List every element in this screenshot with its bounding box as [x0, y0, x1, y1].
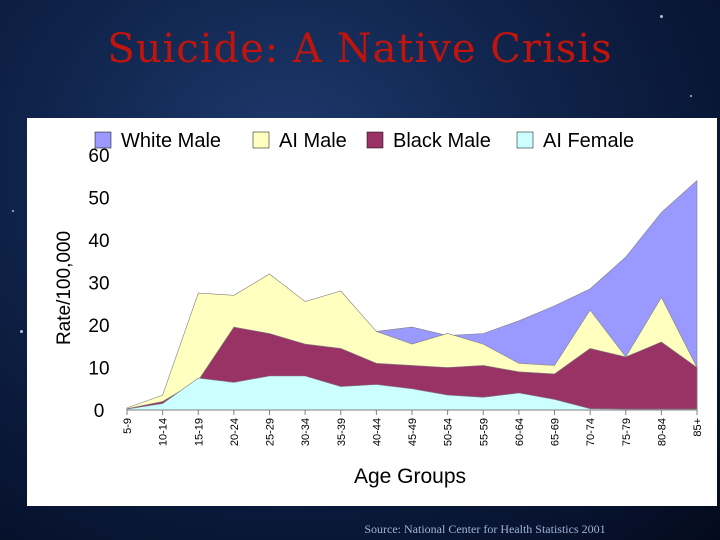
legend-label: AI Male	[279, 130, 347, 152]
x-tick-label: 25-29	[265, 418, 277, 446]
star	[20, 330, 23, 333]
y-tick-label: 20	[88, 316, 109, 337]
x-tick-labels: 5-9 10-14 15-19 20-24 25-29 30-34 35-39 40-44 45…	[122, 410, 704, 446]
x-tick-label: 60-64	[514, 418, 526, 446]
x-tick-label: 65-69	[550, 418, 562, 446]
x-tick-label: 85+	[692, 418, 704, 437]
x-tick-label: 20-24	[229, 418, 241, 446]
x-tick-label: 35-39	[336, 418, 348, 446]
series-areas	[126, 179, 698, 411]
x-tick-label: 75-79	[621, 418, 633, 446]
legend: White Male AI Male Black Male AI Female	[94, 130, 634, 152]
y-axis-label: Rate/100,000	[54, 231, 75, 345]
y-tick-label: 60	[88, 146, 109, 167]
slide-title: Suicide: A Native Crisis	[107, 26, 613, 72]
y-tick-label: 40	[88, 231, 109, 252]
star	[12, 210, 14, 212]
x-tick-label: 55-59	[478, 418, 490, 446]
star	[660, 15, 663, 18]
x-tick-label: 50-54	[443, 418, 455, 446]
legend-swatch	[516, 131, 534, 149]
x-axis-label: Age Groups	[354, 465, 466, 488]
x-tick-label: 30-34	[300, 418, 312, 446]
chart-panel: 0 10 20 30 40 50 60 5-9 10-14 15-19 20-24 25-29 30-…	[27, 118, 717, 506]
x-tick-label: 15-19	[193, 418, 205, 446]
legend-swatch	[252, 131, 270, 149]
y-tick-label: 0	[94, 401, 105, 422]
y-tick-label: 30	[88, 274, 109, 295]
area-chart: 0 10 20 30 40 50 60 5-9 10-14 15-19 20-24 25-29 30-…	[54, 130, 704, 488]
legend-label: Black Male	[393, 130, 491, 152]
y-tick-label: 50	[88, 189, 109, 210]
x-tick-label: 45-49	[407, 418, 419, 446]
area-ai-female	[126, 375, 698, 411]
x-tick-label: 70-74	[585, 418, 597, 446]
y-tick-label: 10	[88, 359, 109, 380]
legend-swatch	[94, 131, 112, 149]
x-tick-label: 10-14	[158, 418, 170, 446]
x-tick-label: 40-44	[371, 418, 383, 446]
x-tick-label: 5-9	[122, 418, 134, 434]
legend-swatch	[366, 131, 384, 149]
x-tick-label: 80-84	[656, 418, 668, 446]
star	[690, 95, 692, 97]
y-tick-labels: 0 10 20 30 40 50 60	[88, 146, 109, 422]
source-note: Source: National Center for Health Stati…	[364, 522, 606, 536]
legend-label: White Male	[121, 130, 221, 152]
legend-label: AI Female	[543, 130, 634, 152]
